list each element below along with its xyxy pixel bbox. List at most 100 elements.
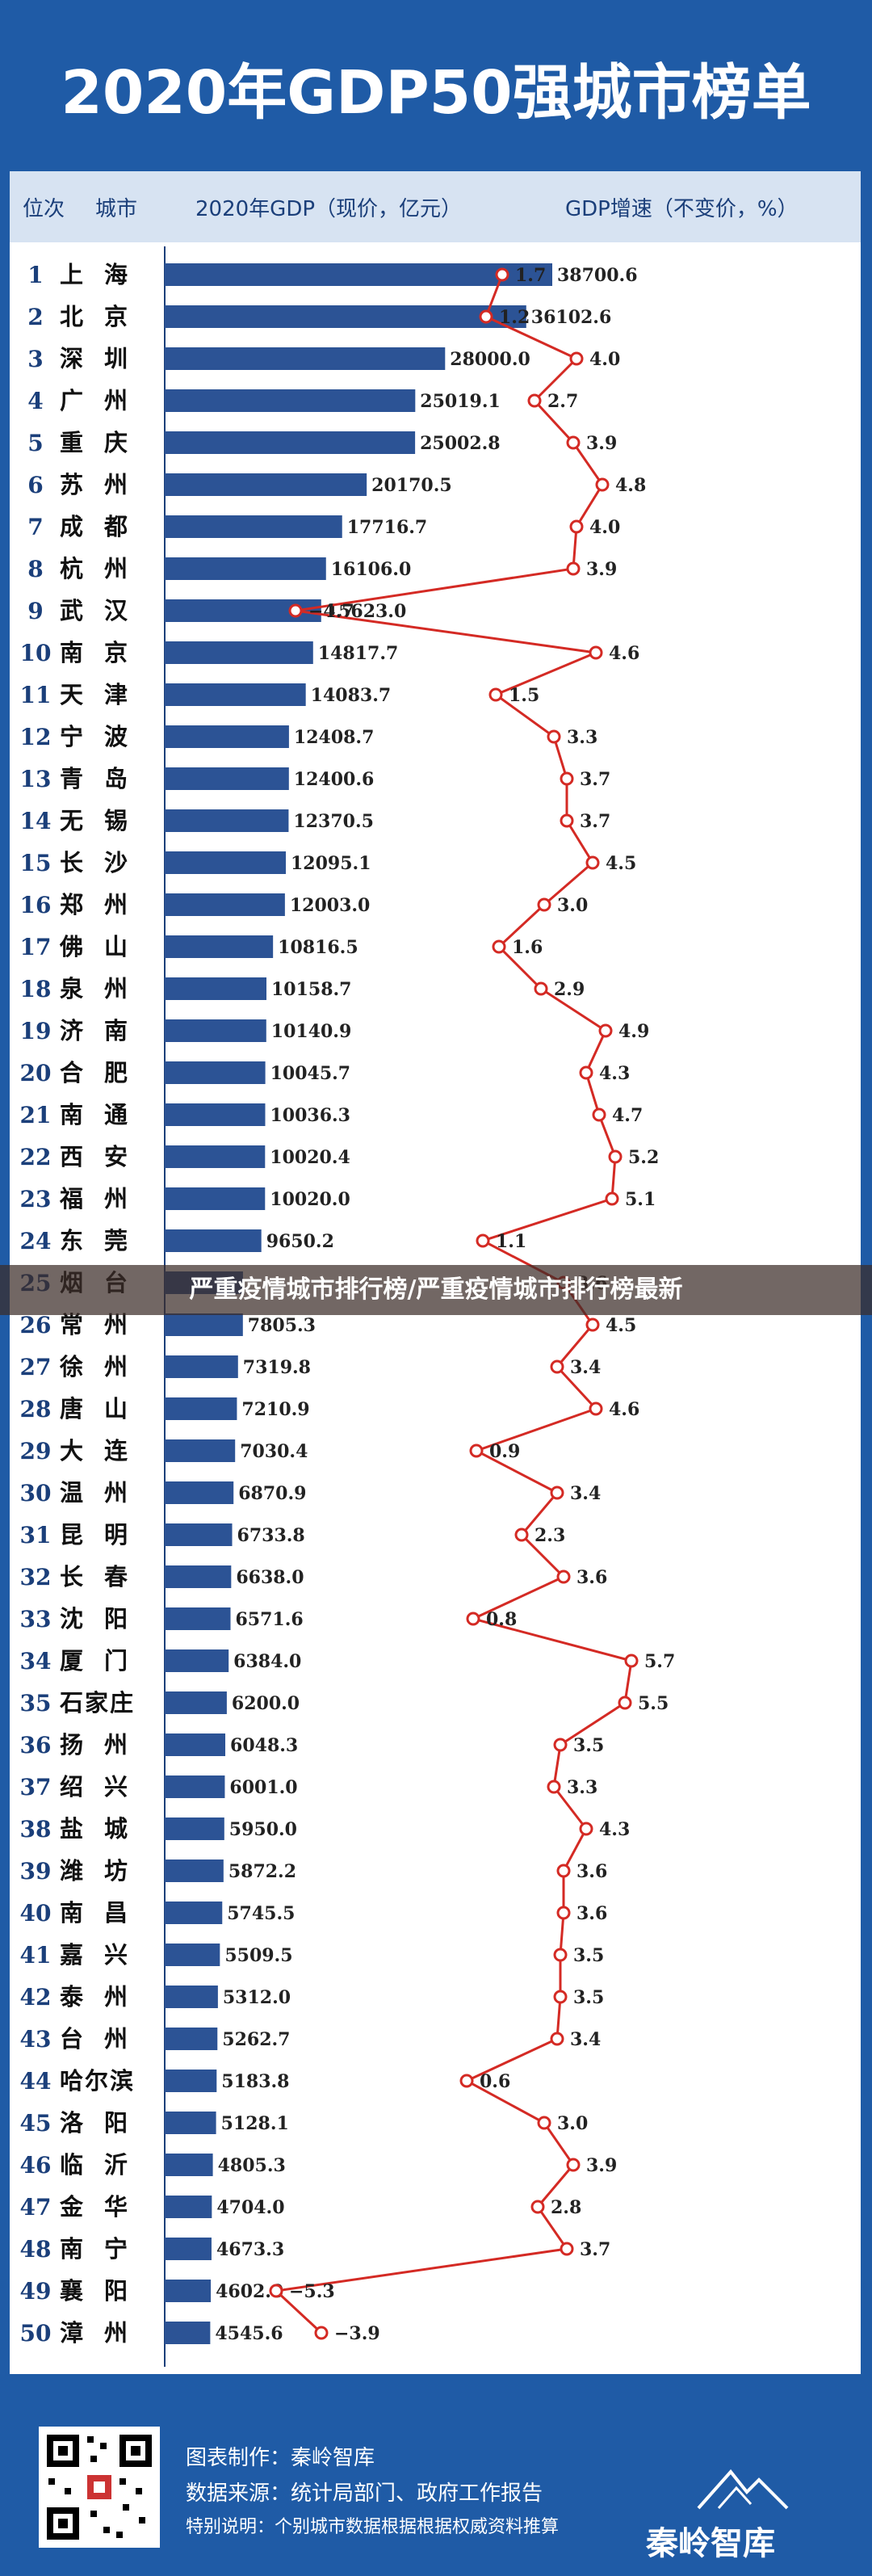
- gdp-value-label: 10045.7: [270, 1063, 351, 1084]
- growth-value-label: 3.5: [573, 1987, 604, 2008]
- growth-value-label: 3.3: [567, 1777, 597, 1798]
- rank-label: 26: [20, 1312, 52, 1338]
- city-label: 绍兴: [60, 1773, 149, 1801]
- gdp-value-label: 5872.2: [228, 1861, 296, 1882]
- growth-value-label: 0.8: [486, 1609, 517, 1630]
- gdp-value-label: 28000.0: [450, 349, 530, 370]
- growth-value-label: 1.5: [509, 685, 539, 706]
- rank-label: 6: [27, 472, 43, 498]
- gdp-value-label: 14817.7: [318, 643, 399, 664]
- mountain-logo-icon: [697, 2469, 789, 2510]
- city-label: 上海: [60, 261, 149, 288]
- gdp-value-label: 7319.8: [243, 1357, 311, 1378]
- city-label: 西安: [60, 1143, 149, 1170]
- city-label: 天津: [60, 681, 149, 708]
- gdp-bar: [165, 1986, 218, 2008]
- growth-value-label: 3.7: [580, 769, 610, 790]
- growth-value-label: 3.5: [573, 1735, 604, 1756]
- growth-point: [492, 939, 506, 954]
- growth-value-label: 1.6: [512, 937, 543, 958]
- rank-label: 41: [20, 1942, 52, 1969]
- gdp-chart: 1 上海 38700.6 2 北京 36102.6 3 深圳 28000.0 4 广州 25019.1…: [20, 246, 675, 2367]
- growth-value-label: 3.5: [573, 1945, 604, 1966]
- growth-point: [608, 1149, 623, 1164]
- rank-label: 29: [20, 1438, 52, 1464]
- rank-label: 28: [20, 1396, 52, 1422]
- gdp-bar: [165, 1607, 231, 1630]
- city-label: 宁波: [60, 723, 149, 750]
- growth-value-label: 3.4: [570, 1483, 601, 1504]
- growth-point: [550, 2032, 564, 2046]
- growth-point: [598, 1023, 613, 1038]
- gdp-bar: [165, 1691, 227, 1714]
- city-label: 泉州: [60, 975, 149, 1002]
- rank-label: 5: [27, 430, 43, 456]
- city-label: 洛阳: [60, 2109, 149, 2137]
- growth-value-label: 4.0: [589, 349, 620, 370]
- city-label: 武汉: [60, 597, 149, 624]
- growth-value-label: 2.8: [551, 2197, 581, 2218]
- gdp-value-label: 7805.3: [248, 1315, 316, 1336]
- gdp-value-label: 10140.9: [271, 1021, 352, 1042]
- city-label: 哈尔滨: [60, 2067, 135, 2095]
- growth-value-label: 0.6: [480, 2071, 510, 2092]
- rank-label: 27: [20, 1354, 52, 1380]
- gdp-value-label: 6001.0: [229, 1777, 297, 1798]
- rank-label: 11: [20, 682, 52, 708]
- rank-label: 48: [20, 2236, 52, 2263]
- growth-value-label: 4.3: [599, 1819, 630, 1840]
- growth-value-label: 3.9: [586, 433, 617, 454]
- gdp-bar: [165, 2028, 218, 2050]
- gdp-value-label: 6048.3: [230, 1735, 298, 1756]
- rank-label: 7: [27, 514, 43, 540]
- growth-point: [550, 1359, 564, 1374]
- city-label: 厦门: [60, 1647, 149, 1675]
- qr-code-graphic: [47, 2435, 152, 2540]
- rank-label: 40: [20, 1900, 52, 1927]
- gdp-bar: [165, 725, 289, 748]
- city-label: 福州: [59, 1185, 149, 1212]
- gdp-value-label: 10816.5: [278, 937, 358, 958]
- rank-label: 32: [20, 1564, 52, 1591]
- city-label: 南宁: [60, 2235, 149, 2263]
- growth-value-label: −3.9: [334, 2323, 380, 2344]
- growth-value-label: 3.6: [576, 1903, 607, 1924]
- growth-value-label: 5.2: [628, 1147, 659, 1168]
- gdp-value-label: 5312.0: [223, 1987, 291, 2008]
- gdp-bar: [165, 2154, 213, 2176]
- growth-value-label: 3.4: [570, 1357, 601, 1378]
- gdp-value-label: 25002.8: [420, 433, 501, 454]
- growth-point: [595, 477, 610, 492]
- rank-label: 30: [20, 1480, 52, 1507]
- gdp-value-label: 5509.5: [224, 1945, 292, 1966]
- rank-label: 31: [20, 1522, 52, 1549]
- rank-label: 50: [20, 2320, 52, 2347]
- city-label: 长沙: [60, 849, 149, 876]
- gdp-bar: [165, 389, 416, 412]
- gdp-value-label: 38700.6: [557, 265, 638, 286]
- rank-label: 16: [20, 892, 52, 918]
- rank-label: 36: [20, 1732, 52, 1759]
- header-gdp: 2020年GDP（现价，亿元）: [195, 197, 463, 221]
- gdp-value-label: 6200.0: [232, 1693, 300, 1714]
- footer-maker: 图表制作：秦岭智库: [186, 2446, 375, 2470]
- gdp-value-label: 4673.3: [216, 2239, 284, 2260]
- city-label: 南京: [60, 639, 149, 666]
- gdp-value-label: 17716.7: [347, 517, 428, 538]
- gdp-value-label: 12400.6: [294, 769, 375, 790]
- growth-point: [476, 1233, 490, 1248]
- gdp-value-label: 5950.0: [229, 1819, 297, 1840]
- growth-point: [560, 813, 574, 828]
- gdp-value-label: 5183.8: [221, 2071, 289, 2092]
- gdp-bar: [165, 1103, 266, 1126]
- rank-label: 18: [20, 976, 52, 1002]
- growth-value-label: 4.6: [609, 1399, 639, 1420]
- qr-code[interactable]: [39, 2427, 160, 2548]
- gdp-bar: [165, 1944, 220, 1966]
- gdp-bar: [165, 1313, 243, 1336]
- city-label: 襄阳: [60, 2277, 149, 2305]
- gdp-bar: [165, 2112, 216, 2134]
- gdp-value-label: 4704.0: [216, 2197, 284, 2218]
- gdp-value-label: 6733.8: [237, 1525, 305, 1546]
- rank-label: 39: [20, 1858, 52, 1885]
